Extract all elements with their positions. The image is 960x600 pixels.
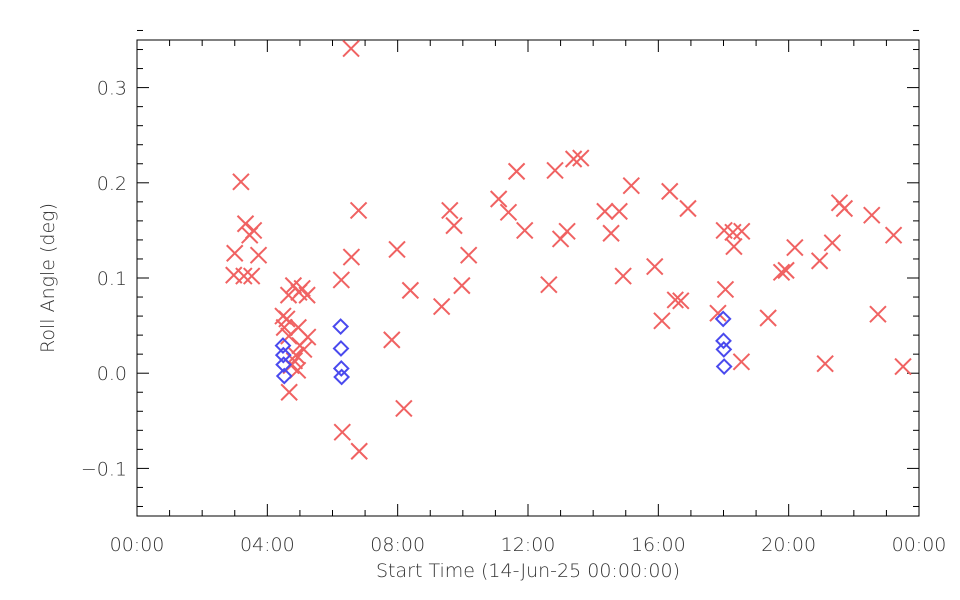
diamond-marker-point: [332, 360, 350, 377]
x-marker-point: [786, 238, 804, 257]
y-tick-label: 0.2: [97, 173, 127, 195]
x-marker-point: [299, 328, 317, 346]
diamond-marker-point: [274, 346, 292, 364]
x-marker-point: [350, 442, 368, 460]
x-marker-point: [489, 190, 508, 208]
x-marker-point: [679, 199, 697, 218]
x-marker-point: [884, 226, 903, 244]
x-marker-point: [869, 305, 887, 323]
x-marker-point: [395, 399, 413, 418]
x-marker-point: [383, 331, 401, 349]
x-marker-point: [298, 286, 316, 304]
x-marker-point: [709, 304, 727, 322]
x-marker-point: [249, 246, 268, 264]
diamond-marker-point: [714, 310, 732, 328]
x-marker-point: [388, 240, 406, 259]
diamond-marker-point: [333, 368, 351, 386]
y-axis-ticks: −0.1 0.0 0.1 0.2 0.3: [81, 29, 919, 507]
x-tick-label: 08:00: [370, 534, 425, 556]
x-marker-point: [661, 182, 679, 201]
x-marker-point: [242, 267, 261, 285]
x-marker-point: [653, 312, 671, 330]
x-marker-point: [610, 202, 628, 221]
x-marker-point: [596, 202, 614, 221]
x-marker-point: [499, 203, 518, 222]
x-marker-point: [445, 216, 463, 235]
diamond-marker-point: [332, 318, 350, 335]
x-marker-point: [622, 176, 640, 195]
x-marker-point: [279, 286, 298, 304]
x-marker-point: [894, 357, 912, 376]
diamond-marker-point: [715, 340, 733, 358]
x-marker-point: [236, 215, 255, 233]
x-marker-point: [459, 246, 478, 264]
x-marker-point: [342, 39, 360, 58]
x-marker-point: [507, 162, 526, 181]
diamond-marker-point: [715, 358, 733, 375]
x-marker-point: [816, 354, 834, 373]
x-marker-point: [602, 224, 620, 242]
x-marker-point: [295, 340, 313, 359]
x-marker-point: [759, 309, 777, 327]
diamond-marker-point: [275, 367, 293, 385]
x-tick-label: 00:00: [892, 534, 947, 556]
diamond-marker-point: [715, 332, 732, 350]
x-marker-point: [733, 222, 751, 241]
x-marker-point: [732, 353, 751, 371]
x-marker-point: [823, 234, 842, 252]
x-tick-label: 04:00: [240, 534, 295, 556]
x-axis-ticks: 00:00 04:00 08:00 12:00 16:00 20:00 00:00: [110, 40, 947, 556]
x-marker-point: [863, 206, 881, 224]
y-tick-label: 0.1: [97, 268, 127, 290]
y-tick-label: 0.3: [97, 78, 127, 100]
x-marker-point: [777, 261, 795, 280]
x-marker-point: [280, 383, 298, 401]
x-marker-point: [401, 281, 420, 300]
x-marker-point: [540, 275, 558, 294]
x-marker-point: [666, 291, 684, 309]
x-marker-point: [725, 237, 743, 256]
x-marker-point: [646, 257, 664, 276]
data-points: [225, 39, 912, 460]
x-marker-point: [441, 201, 459, 220]
x-marker-point: [232, 173, 250, 191]
x-marker-point: [226, 244, 244, 262]
diamond-marker-point: [274, 337, 292, 355]
x-marker-point: [332, 271, 351, 289]
x-marker-point: [516, 221, 534, 240]
x-marker-point: [614, 267, 632, 285]
x-marker-point: [432, 297, 451, 316]
diamond-marker-point: [275, 356, 293, 374]
x-marker-point: [349, 201, 368, 220]
x-tick-label: 16:00: [631, 534, 686, 556]
x-marker-point: [235, 267, 253, 285]
x-marker-point: [558, 222, 576, 241]
x-marker-point: [564, 150, 583, 168]
x-marker-point: [244, 221, 263, 240]
y-tick-label: 0.0: [97, 363, 127, 385]
x-tick-label: 20:00: [761, 534, 816, 556]
x-marker-point: [810, 252, 829, 270]
x-marker-point: [333, 423, 351, 441]
x-marker-point: [772, 263, 791, 281]
x-marker-point: [835, 199, 854, 218]
diamond-marker-point: [332, 340, 350, 357]
x-marker-point: [287, 346, 305, 364]
x-marker-point: [716, 280, 735, 299]
x-marker-point: [453, 276, 471, 295]
x-marker-point: [572, 149, 590, 167]
x-marker-point: [546, 161, 564, 180]
y-tick-label: −0.1: [81, 458, 127, 480]
x-axis-title: Start Time (14-Jun-25 00:00:00): [376, 560, 680, 582]
x-marker-point: [342, 248, 361, 266]
y-axis-title: Roll Angle (deg): [37, 203, 59, 353]
x-marker-point: [672, 292, 690, 310]
x-marker-point: [278, 310, 296, 328]
x-tick-label: 00:00: [110, 534, 165, 556]
x-tick-label: 12:00: [501, 534, 556, 556]
